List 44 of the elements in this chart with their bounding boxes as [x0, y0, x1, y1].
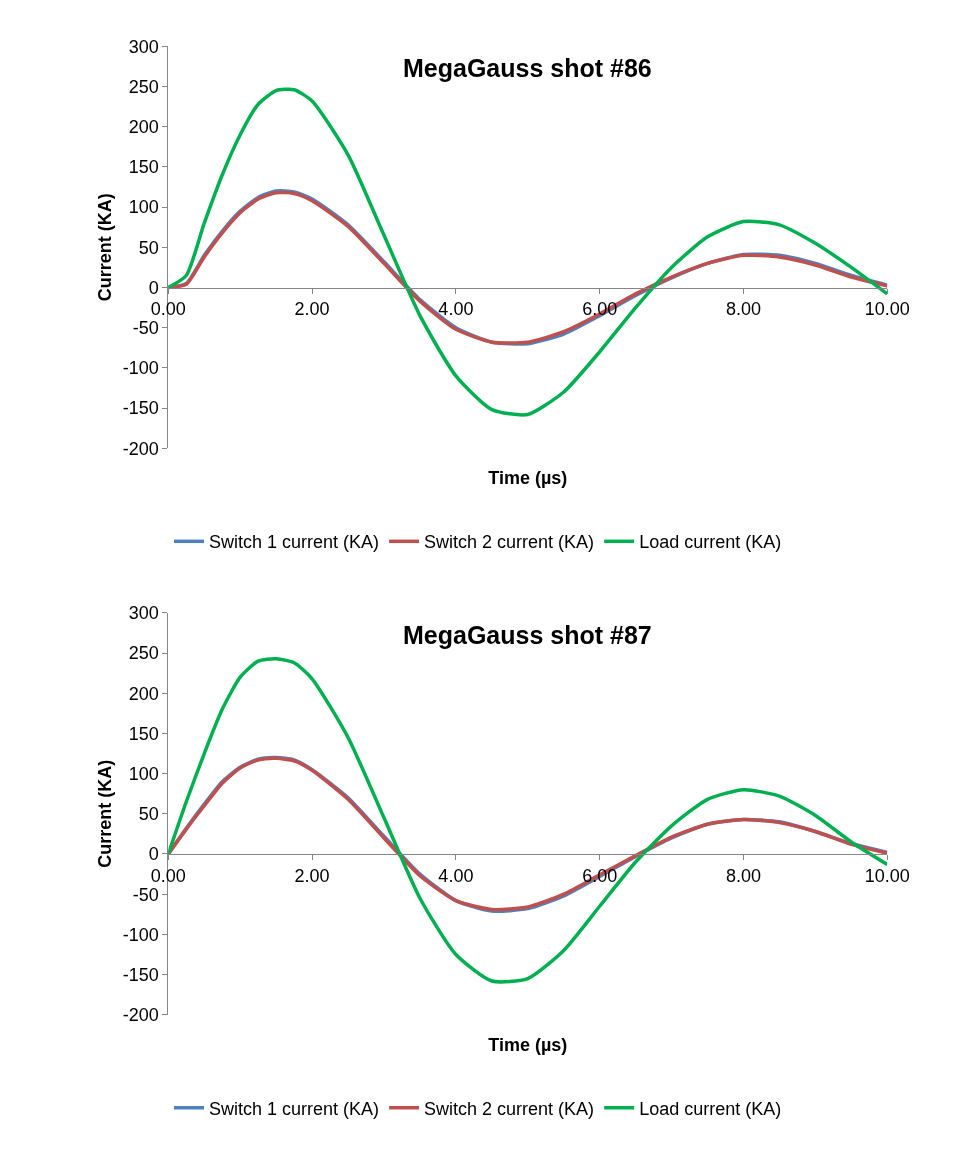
y-tick-label: 250 [128, 643, 159, 664]
y-tick-label: -100 [122, 358, 159, 379]
y-tick-label: 300 [128, 36, 159, 57]
x-tick-label: 0.00 [150, 299, 186, 320]
y-tick-label: 150 [128, 723, 159, 744]
x-tick-label: 8.00 [725, 299, 761, 320]
y-axis-title: Current (KA) [94, 193, 115, 302]
y-tick-label: 200 [128, 117, 159, 138]
y-tick-label: -50 [132, 317, 159, 338]
legend-label: Load current (KA) [639, 1098, 782, 1119]
y-tick-label: -200 [122, 1005, 159, 1026]
y-tick-label: -200 [122, 438, 159, 459]
x-axis-title: Time (µs) [488, 468, 568, 489]
y-tick-label: 50 [138, 804, 159, 825]
y-tick-label: 200 [128, 683, 159, 704]
y-tick-label: 250 [128, 76, 159, 97]
x-tick-label: 2.00 [294, 299, 330, 320]
x-tick-label: 8.00 [725, 865, 761, 886]
legend-label: Switch 2 current (KA) [424, 1098, 595, 1119]
chart-title: MegaGauss shot #87 [403, 621, 652, 649]
y-axis-title: Current (KA) [94, 759, 115, 868]
x-tick-label: 0.00 [150, 865, 186, 886]
y-tick-label: -100 [122, 924, 159, 945]
x-axis-title: Time (µs) [488, 1034, 568, 1055]
x-tick-label: 2.00 [294, 865, 330, 886]
x-tick-label: 4.00 [438, 299, 474, 320]
legend-label: Switch 1 current (KA) [209, 532, 380, 553]
y-tick-label: 0 [148, 277, 159, 298]
legend-label: Switch 2 current (KA) [424, 532, 595, 553]
x-tick-label: 10.00 [864, 299, 910, 320]
y-tick-label: 50 [138, 237, 159, 258]
y-tick-label: 100 [128, 197, 159, 218]
y-tick-label: -150 [122, 964, 159, 985]
y-tick-label: 150 [128, 157, 159, 178]
chart-title: MegaGauss shot #86 [403, 54, 652, 82]
y-tick-label: 0 [148, 844, 159, 865]
x-tick-label: 4.00 [438, 865, 474, 886]
y-tick-label: 100 [128, 763, 159, 784]
y-tick-label: -150 [122, 398, 159, 419]
legend-label: Switch 1 current (KA) [209, 1098, 380, 1119]
y-tick-label: -50 [132, 884, 159, 905]
y-tick-label: 300 [128, 603, 159, 624]
x-tick-label: 10.00 [864, 865, 910, 886]
legend-label: Load current (KA) [639, 532, 782, 553]
